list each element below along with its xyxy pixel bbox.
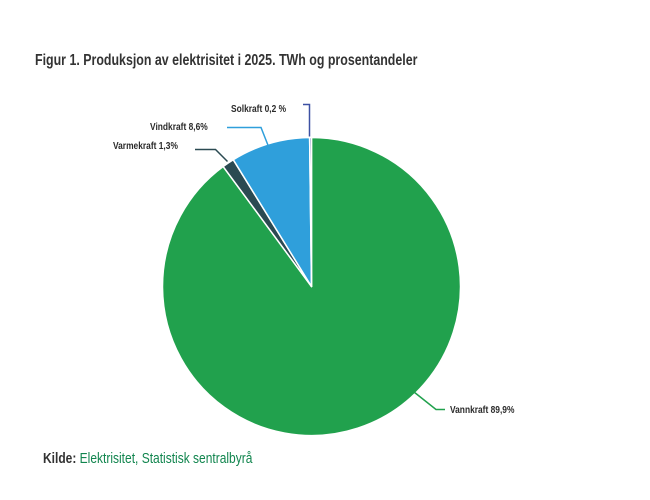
slice-label-vindkraft: Vindkraft 8,6% [150, 121, 208, 133]
callout-line-vannkraft [413, 391, 445, 411]
pie-slice-solkraft[interactable] [308, 136, 313, 288]
callout-line-vindkraft [227, 126, 270, 147]
chart-title: Figur 1. Produksjon av elektrisitet i 20… [35, 52, 418, 69]
source-prefix: Kilde: [43, 450, 77, 467]
callout-line-varmekraft [195, 148, 229, 163]
source-line: Kilde: Elektrisitet, Statistisk sentralb… [43, 450, 252, 467]
pie-slices [161, 136, 462, 437]
slice-label-solkraft: Solkraft 0,2 % [231, 103, 287, 115]
callout-line-solkraft [303, 103, 311, 137]
slice-label-varmekraft: Varmekraft 1,3% [113, 140, 178, 152]
slice-label-vannkraft: Vannkraft 89,9% [450, 404, 515, 416]
source-link[interactable]: Elektrisitet, Statistisk sentralbyrå [79, 450, 253, 467]
